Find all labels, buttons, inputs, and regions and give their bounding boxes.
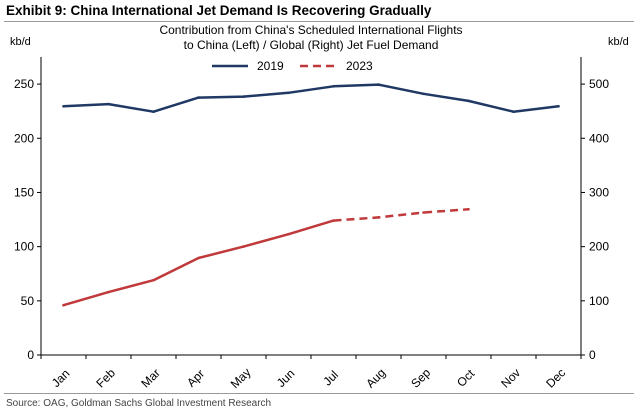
series-2023-point — [467, 208, 470, 211]
source-note: Source: OAG, Goldman Sachs Global Invest… — [6, 398, 272, 409]
series-2023-point — [197, 256, 200, 260]
y-tick-label-right: 100 — [589, 294, 609, 308]
x-tick-label: Jul — [320, 368, 341, 389]
x-tick-label: Jun — [274, 366, 298, 390]
legend-label-2019: 2019 — [257, 59, 284, 73]
bottom-rule — [4, 393, 634, 394]
series-2023-point — [332, 219, 335, 222]
chart-title: Contribution from China's Scheduled Inte… — [159, 23, 462, 52]
legend-label-2023: 2023 — [346, 59, 373, 73]
series-2023-line-dashed — [333, 208, 469, 222]
y-tick-label-right: 0 — [589, 348, 596, 362]
y-tick-label-right: 200 — [589, 240, 609, 254]
y-tick-label-left: 50 — [21, 294, 35, 308]
series-2023-point — [152, 278, 155, 282]
chart-title-line-1: Contribution from China's Scheduled Inte… — [159, 23, 462, 37]
series-2019-point — [197, 96, 200, 99]
series-2023-point — [107, 290, 110, 294]
series-2019-point — [467, 99, 470, 103]
series-2019-point — [422, 92, 425, 96]
series-2019-point — [242, 95, 245, 98]
series-2023-point — [242, 245, 245, 248]
y-tick-label-right: 500 — [589, 77, 609, 91]
y-tick-label-right: 300 — [589, 185, 609, 199]
exhibit-title: Exhibit 9: China International Jet Deman… — [6, 3, 432, 18]
x-tick-label: Oct — [454, 366, 478, 390]
series-2023-point — [377, 216, 380, 219]
series-2019-point — [377, 83, 380, 86]
chart-title-line-2: to China (Left) / Global (Right) Jet Fue… — [184, 38, 439, 52]
y-axis-left-unit: kb/d — [10, 36, 31, 48]
y-axis-right-unit: kb/d — [608, 36, 629, 48]
series-2019-point — [332, 85, 335, 88]
series-2019-point — [107, 102, 110, 106]
y-tick-label-left: 150 — [14, 185, 34, 199]
x-tick-label: Apr — [184, 367, 207, 390]
series-2019-point — [512, 110, 515, 113]
legend: 2019 2023 — [212, 59, 373, 73]
x-tick-label: Nov — [498, 366, 523, 391]
x-tick-label: Feb — [93, 366, 118, 391]
y-tick-label-left: 100 — [14, 240, 34, 254]
series-2019-point — [152, 110, 155, 113]
y-tick-label-left: 200 — [14, 131, 34, 145]
series-2019-point — [557, 105, 560, 108]
top-rule — [4, 21, 634, 22]
x-tick-label: Mar — [138, 366, 163, 391]
y-tick-label-left: 0 — [27, 348, 34, 362]
x-tick-label: Dec — [543, 366, 568, 391]
x-tick-label: Aug — [363, 366, 388, 391]
series-2019-point — [287, 91, 290, 95]
x-tick-label: May — [228, 365, 254, 391]
series-2023-point — [287, 232, 290, 236]
x-tick-label: Jan — [49, 366, 73, 390]
series-2019-line — [63, 83, 559, 113]
y-tick-label-left: 250 — [14, 77, 34, 91]
series-2023-line-solid — [63, 219, 334, 307]
series-2023-point — [62, 303, 65, 307]
y-tick-label-right: 400 — [589, 131, 609, 145]
x-tick-label: Sep — [408, 365, 433, 390]
series-2023-point — [422, 211, 425, 214]
series-2019-point — [62, 105, 65, 108]
